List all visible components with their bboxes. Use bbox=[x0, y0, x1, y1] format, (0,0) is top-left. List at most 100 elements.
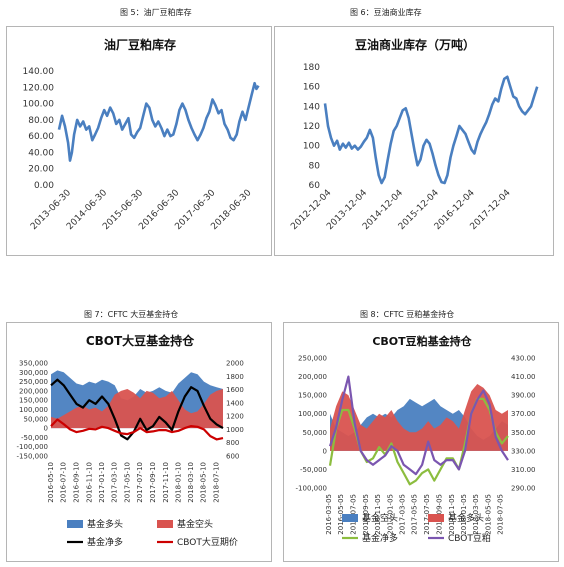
series-line bbox=[50, 418, 224, 441]
series-line bbox=[323, 75, 539, 185]
y-tick-label: 100.00 bbox=[23, 100, 55, 110]
y-left-tick-label: 50,000 bbox=[24, 415, 49, 423]
x-tick-label: 2018-03-10 bbox=[187, 462, 195, 503]
x-tick-label: 2017-03-10 bbox=[110, 462, 118, 503]
x-tick-label: 2016-05-05 bbox=[337, 494, 345, 535]
y-tick-label: 180 bbox=[303, 63, 320, 73]
series-area bbox=[51, 389, 223, 429]
y-left-tick-label: 100,000 bbox=[19, 406, 48, 414]
x-tick-label: 2017-09-10 bbox=[149, 462, 157, 503]
y-left-tick-label: -100,000 bbox=[17, 443, 48, 451]
series-line bbox=[328, 375, 509, 476]
legend-swatch bbox=[428, 514, 444, 522]
x-tick-label: 2016-03-05 bbox=[325, 494, 333, 535]
y-right-tick-label: 310.00 bbox=[511, 466, 536, 474]
y-tick-label: 40.00 bbox=[28, 148, 54, 158]
x-tick-label: 2018-01-10 bbox=[175, 462, 183, 503]
chart-fig8: CBOT豆粕基金持仓 -100,000 -50,000 0 50,000 100,000 1… bbox=[296, 334, 536, 544]
chart-title: CBOT豆粕基金持仓 bbox=[372, 334, 472, 348]
series-line bbox=[57, 81, 260, 162]
y-left-tick-label: 100,000 bbox=[298, 410, 327, 418]
x-tick-label: 2018-07-05 bbox=[497, 494, 505, 535]
y-right-tick-label: 2000 bbox=[226, 360, 244, 368]
y-right-tick-label: 1200 bbox=[226, 413, 244, 421]
chart-title: 豆油商业库存（万吨） bbox=[355, 37, 475, 52]
y-left-tick-label: -50,000 bbox=[300, 466, 327, 474]
legend-label: CBOT大豆期价 bbox=[177, 536, 238, 548]
x-tick-label: 2018-01-05 bbox=[460, 494, 468, 535]
chart-panel-fig8: CBOT豆粕基金持仓 -100,000 -50,000 0 50,000 100,000 1… bbox=[283, 322, 559, 562]
y-tick-label: 160 bbox=[303, 83, 320, 93]
x-tick-label: 2018-07-10 bbox=[212, 462, 220, 503]
x-tick-label: 2017-05-05 bbox=[411, 494, 419, 535]
x-tick-label: 2017-03-05 bbox=[398, 494, 406, 535]
y-right-tick-label: 600 bbox=[226, 453, 239, 461]
x-tick-label: 2017-01-05 bbox=[386, 494, 394, 535]
x-tick-label: 2016-09-05 bbox=[362, 494, 370, 535]
x-tick-label: 2017-07-10 bbox=[136, 462, 144, 503]
y-right-tick-label: 430.00 bbox=[511, 355, 536, 363]
y-left-tick-label: 150,000 bbox=[19, 397, 48, 405]
y-tick-label: 60 bbox=[309, 181, 321, 191]
x-tick-label: 2016-11-10 bbox=[85, 462, 93, 503]
y-right-tick-label: 330.00 bbox=[511, 447, 536, 455]
y-left-tick-label: 150,000 bbox=[298, 392, 327, 400]
caption-fig8: 图 8：CFTC 豆粕基金持仓 bbox=[360, 310, 455, 319]
y-right-tick-label: 410.00 bbox=[511, 373, 536, 381]
chart-title: 油厂豆粕库存 bbox=[104, 37, 176, 52]
y-tick-label: 140 bbox=[303, 102, 320, 112]
x-tick-label: 2018-05-05 bbox=[484, 494, 492, 535]
y-tick-label: 120 bbox=[303, 122, 320, 132]
y-tick-label: 20.00 bbox=[28, 165, 54, 175]
x-tick-label: 2017-11-05 bbox=[448, 494, 456, 535]
y-left-tick-label: -100,000 bbox=[296, 485, 327, 493]
y-right-tick-label: 1000 bbox=[226, 426, 244, 434]
y-tick-label: 60.00 bbox=[28, 132, 54, 142]
x-tick-label: 2016-07-10 bbox=[60, 462, 68, 503]
y-left-tick-label: 200,000 bbox=[19, 387, 48, 395]
y-right-tick-label: 1800 bbox=[226, 373, 244, 381]
y-tick-label: 120.00 bbox=[23, 83, 55, 93]
chart-fig6: 豆油商业库存（万吨）60801001201401601802012-12-042… bbox=[289, 37, 539, 232]
legend-label: 基金净多 bbox=[362, 532, 398, 544]
y-right-tick-label: 800 bbox=[226, 439, 239, 447]
y-tick-label: 0.00 bbox=[34, 181, 54, 191]
y-right-tick-label: 350.00 bbox=[511, 429, 536, 437]
y-left-tick-label: 350,000 bbox=[19, 360, 48, 368]
caption-fig7: 图 7：CFTC 大豆基金持仓 bbox=[84, 310, 179, 319]
y-right-tick-label: 290.00 bbox=[511, 485, 536, 493]
x-tick-label: 2017-11-10 bbox=[162, 462, 170, 503]
x-tick-label: 2016-09-10 bbox=[73, 462, 81, 503]
y-left-tick-label: -150,000 bbox=[17, 453, 48, 461]
y-left-tick-label: 200,000 bbox=[298, 373, 327, 381]
y-right-tick-label: 390.00 bbox=[511, 392, 536, 400]
chart-panel-fig7: CBOT大豆基金持仓 -150,000 -100,000 -50,000 0 50,000… bbox=[6, 322, 272, 562]
y-left-tick-label: 300,000 bbox=[19, 369, 48, 377]
chart-title: CBOT大豆基金持仓 bbox=[86, 333, 195, 348]
y-left-tick-label: 250,000 bbox=[19, 378, 48, 386]
y-left-tick-label: 0 bbox=[323, 447, 327, 455]
y-tick-label: 80.00 bbox=[28, 116, 54, 126]
y-left-tick-label: 250,000 bbox=[298, 355, 327, 363]
legend-label: 基金多头 bbox=[448, 512, 484, 524]
chart-fig5: 油厂豆粕库存 0.00 20.00 40.00 60.00 80.00 100.00 120.… bbox=[23, 37, 260, 232]
legend-swatch bbox=[157, 520, 173, 528]
y-right-tick-label: 370.00 bbox=[511, 410, 536, 418]
legend-label: 基金空头 bbox=[362, 512, 398, 524]
legend-label: 基金净多 bbox=[87, 536, 123, 548]
series-area bbox=[330, 384, 508, 451]
x-tick-label: 2016-11-05 bbox=[374, 494, 382, 535]
y-right-tick-label: 1600 bbox=[226, 386, 244, 394]
x-tick-label: 2018-05-10 bbox=[200, 462, 208, 503]
y-tick-label: 100 bbox=[303, 142, 320, 152]
legend-label: 基金多头 bbox=[87, 518, 123, 530]
x-tick-label: 2017-01-10 bbox=[98, 462, 106, 503]
y-tick-label: 140.00 bbox=[23, 67, 55, 77]
y-left-tick-label: -50,000 bbox=[21, 434, 48, 442]
legend-swatch bbox=[342, 514, 358, 522]
caption-fig5: 图 5：油厂豆粕库存 bbox=[120, 8, 192, 17]
x-tick-label: 2018-03-05 bbox=[472, 494, 480, 535]
legend-label: 基金空头 bbox=[177, 518, 213, 530]
caption-fig6: 图 6：豆油商业库存 bbox=[350, 8, 422, 17]
